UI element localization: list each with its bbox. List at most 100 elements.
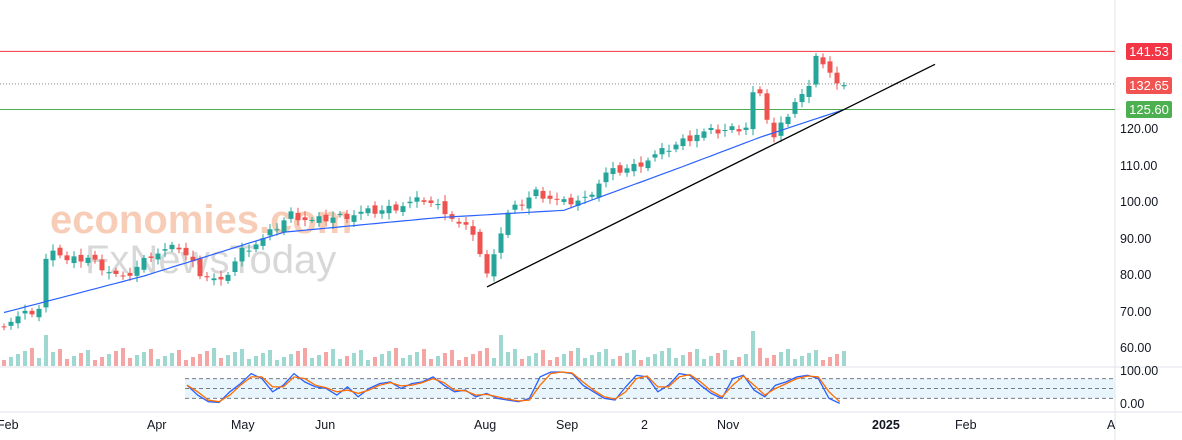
volume-bar [695, 349, 699, 366]
candle-body [421, 200, 427, 202]
candle-body [568, 197, 574, 205]
volume-bar [72, 356, 76, 366]
volume-bar [688, 352, 692, 366]
candle-body [218, 276, 224, 280]
volume-bar [772, 355, 776, 366]
volume-bar [149, 349, 153, 366]
candle-body [659, 148, 665, 155]
candle-body [351, 215, 357, 222]
time-tick: Feb [0, 418, 19, 432]
moving-average-line [3, 109, 845, 314]
candle-body [302, 217, 308, 221]
oscillator-tick: 0.00 [1120, 397, 1145, 411]
volume-bar [191, 357, 195, 366]
volume-bar [380, 354, 384, 366]
candle-body [393, 204, 399, 211]
candle-body [526, 197, 532, 209]
volume-bar [744, 354, 748, 366]
candle-body [456, 221, 462, 224]
candle-body [169, 244, 175, 250]
candle-body [22, 310, 28, 314]
volume-bar [457, 360, 461, 366]
volume-bar [548, 360, 552, 366]
candle-body [36, 308, 42, 318]
candle-body [470, 226, 476, 235]
volume-bar [576, 348, 580, 366]
candle-body [323, 214, 329, 222]
volume-bar [793, 359, 797, 366]
volume-bar [730, 360, 734, 366]
volume-bar [23, 351, 27, 366]
candle-body [358, 211, 364, 214]
candle-body [617, 165, 623, 173]
volume-bar [93, 360, 97, 366]
volume-bar [128, 358, 132, 366]
candle-body [400, 206, 406, 212]
volume-bar [681, 355, 685, 366]
volume-bar [121, 348, 125, 366]
time-tick: Apr [147, 418, 167, 432]
candle-body [92, 254, 98, 260]
candle-body [78, 254, 84, 262]
candle-body [533, 189, 539, 197]
volume-bar [520, 359, 524, 366]
candle-body [239, 247, 245, 262]
candle-body [652, 154, 658, 158]
volume-bar [751, 331, 755, 366]
price-tick: 80.00 [1120, 268, 1152, 282]
time-tick: 2025 [872, 418, 900, 432]
candle-body [463, 222, 469, 225]
candle-body [645, 160, 651, 169]
volume-bar [51, 352, 55, 366]
volume-bar [30, 348, 34, 366]
candle-body [183, 247, 189, 256]
candle-body [316, 216, 322, 223]
candle-body [638, 162, 644, 167]
candle-body [715, 129, 721, 134]
candle-body [694, 134, 700, 142]
support-label: 125.60 [1126, 101, 1172, 118]
price-tick: 110.00 [1120, 158, 1158, 173]
volume-bar [86, 350, 90, 366]
volume-bar [282, 357, 286, 366]
candle-body [372, 205, 378, 214]
volume-bar [135, 355, 139, 366]
candle-body [71, 256, 77, 264]
candle-body [806, 86, 812, 97]
volume-bar [177, 350, 181, 366]
volume-bar [415, 352, 419, 366]
candle-body [477, 231, 483, 255]
volume-bar [296, 351, 300, 366]
volume-bar [534, 353, 538, 366]
volume-bar [219, 358, 223, 366]
trendline [486, 63, 936, 288]
candle-body [750, 92, 756, 130]
candle-body [428, 200, 434, 203]
candle-body [743, 127, 749, 130]
candle-body [680, 138, 686, 147]
time-tick: Nov [717, 418, 740, 432]
volume-bar [226, 355, 230, 366]
volume-bar [170, 353, 174, 366]
volume-bar [513, 349, 517, 366]
volume-bar [555, 357, 559, 366]
candle-body [813, 55, 819, 85]
price-tick: 60.00 [1120, 341, 1152, 355]
volume-bar [401, 358, 405, 366]
watermark-economies: economies.com [50, 198, 352, 242]
candle-body [519, 204, 525, 206]
volume-bar [37, 358, 41, 366]
candle-body [281, 220, 287, 233]
price-tick: 90.00 [1120, 231, 1152, 246]
price-tick: 120.00 [1120, 122, 1159, 136]
resistance-label: 141.53 [1126, 43, 1172, 60]
volume-bar [541, 350, 545, 366]
volume-bar [443, 353, 447, 366]
volume-bar [359, 350, 363, 366]
candle-body [330, 217, 336, 223]
candle-body [274, 229, 280, 231]
volume-bar [373, 357, 377, 366]
volume-bar [408, 355, 412, 366]
candle-body [120, 275, 126, 277]
